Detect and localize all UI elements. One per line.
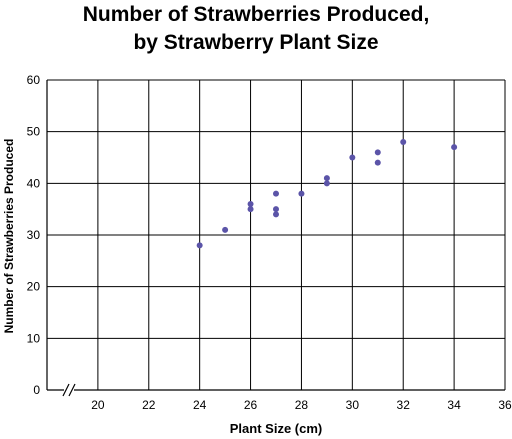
axis-break-mark-right xyxy=(68,383,76,397)
x-tick-label-30: 30 xyxy=(346,398,360,412)
data-point-11 xyxy=(374,149,381,156)
data-point-7 xyxy=(298,190,305,197)
y-tick-label-30: 30 xyxy=(27,228,41,242)
chart-title-line-2: by Strawberry Plant Size xyxy=(133,31,379,54)
y-axis-label: Number of Strawberries Produced xyxy=(2,139,16,334)
data-point-10 xyxy=(349,154,356,161)
data-point-14 xyxy=(451,144,458,151)
data-point-4 xyxy=(273,190,279,197)
data-point-1 xyxy=(222,226,229,233)
x-tick-label-22: 22 xyxy=(142,398,156,412)
data-point-2 xyxy=(247,201,254,207)
data-point-12 xyxy=(374,159,381,166)
data-points xyxy=(196,139,458,249)
x-axis-label: Plant Size (cm) xyxy=(230,421,322,436)
y-tick-label-10: 10 xyxy=(27,331,41,345)
data-point-0 xyxy=(196,242,203,249)
x-tick-label-24: 24 xyxy=(193,398,207,412)
data-point-5 xyxy=(273,206,279,213)
axis-break-gap xyxy=(64,387,74,393)
y-tick-label-20: 20 xyxy=(27,280,41,294)
x-tick-label-26: 26 xyxy=(244,398,258,412)
tick-labels: 0 10 20 30 40 50 60 20 22 24 26 28 30 32 34 36 xyxy=(27,73,512,412)
x-tick-label-36: 36 xyxy=(498,398,512,412)
axes xyxy=(46,79,506,397)
grid xyxy=(47,79,506,390)
x-tick-label-34: 34 xyxy=(447,398,461,412)
data-point-8 xyxy=(323,175,330,182)
y-tick-label-50: 50 xyxy=(27,125,41,139)
data-point-13 xyxy=(400,139,407,145)
y-tick-label-40: 40 xyxy=(27,176,41,190)
data-point-6 xyxy=(273,211,279,218)
y-tick-label-60: 60 xyxy=(27,73,41,87)
chart-title-line-1: Number of Strawberries Produced, xyxy=(82,3,430,26)
y-tick-label-0: 0 xyxy=(33,383,40,397)
x-tick-label-28: 28 xyxy=(295,398,309,412)
x-tick-label-20: 20 xyxy=(91,398,105,412)
x-tick-label-32: 32 xyxy=(397,398,411,412)
axis-break-mark-left xyxy=(62,383,70,397)
data-point-3 xyxy=(247,206,254,213)
data-point-9 xyxy=(323,180,330,187)
